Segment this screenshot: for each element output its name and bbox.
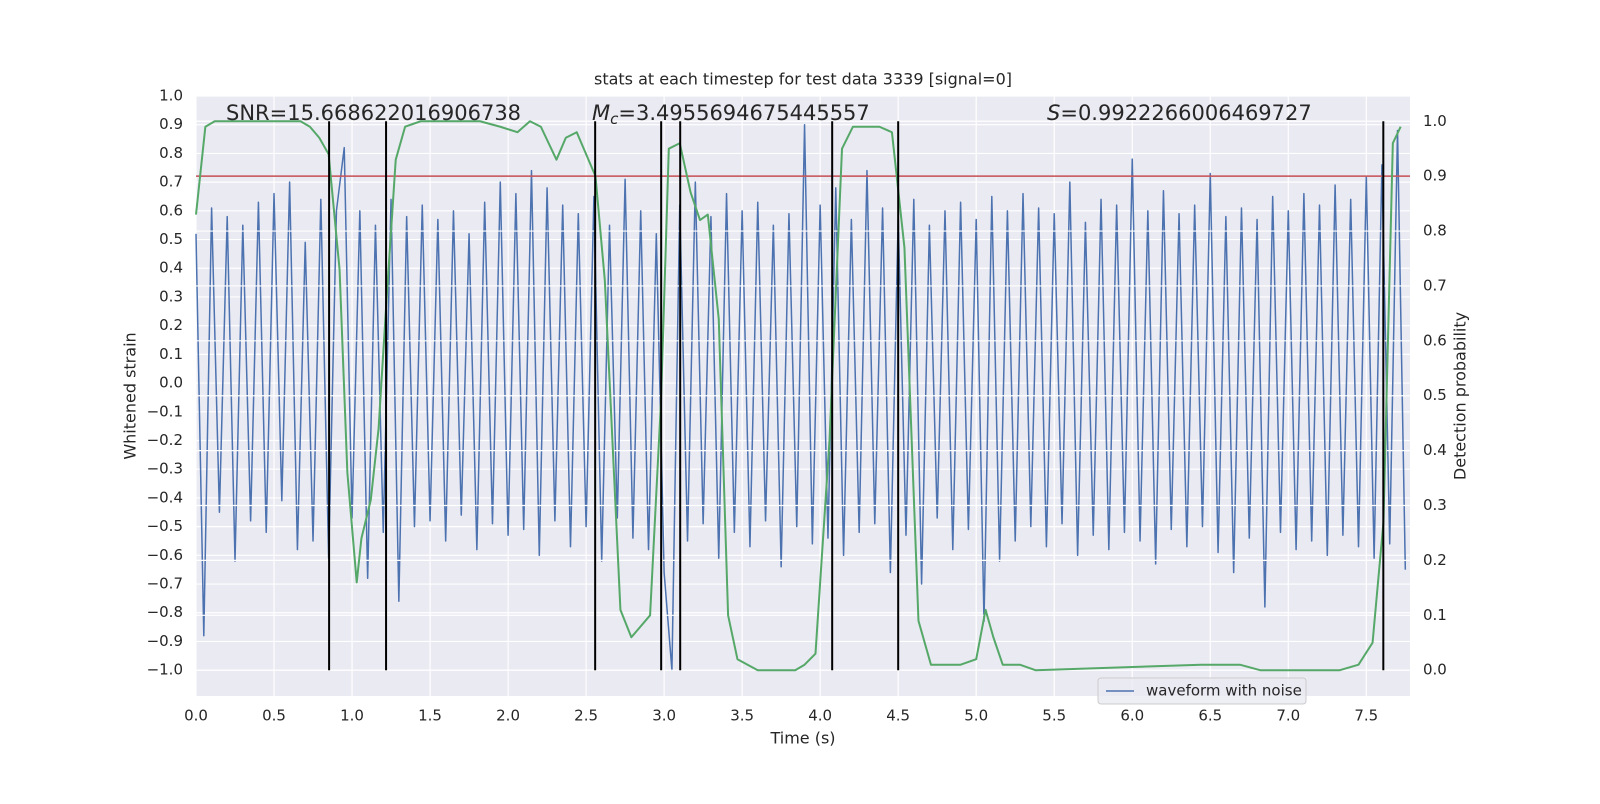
y-tick-label: −0.5 <box>147 517 183 535</box>
x-tick-label: 7.0 <box>1276 707 1300 725</box>
snr-annotation: SNR=15.668622016906738 <box>226 101 521 125</box>
s-annotation: S=0.9922266006469727 <box>1047 101 1312 125</box>
y2-tick-label: 0.6 <box>1423 331 1447 349</box>
y2-tick-label: 0.5 <box>1423 386 1447 404</box>
y-tick-label: 0.0 <box>159 374 183 392</box>
x-tick-label: 5.0 <box>964 707 988 725</box>
x-tick-label: 2.0 <box>496 707 520 725</box>
x-tick-label: 3.5 <box>730 707 754 725</box>
legend: waveform with noise <box>1097 677 1307 705</box>
chart-title: stats at each timestep for test data 333… <box>594 70 1012 89</box>
x-tick-label: 1.5 <box>418 707 442 725</box>
x-tick-label: 0.5 <box>262 707 286 725</box>
s-value: =0.9922266006469727 <box>1060 101 1311 125</box>
y2-axis-label: Detection probability <box>1451 312 1470 480</box>
y-tick-label: −1.0 <box>147 661 183 679</box>
y-tick-label: −0.8 <box>147 603 183 621</box>
x-tick-label: 6.0 <box>1120 707 1144 725</box>
x-tick-label: 1.0 <box>340 707 364 725</box>
mc-annotation: Mc=3.4955694675445557 <box>592 101 870 128</box>
y2-tick-label: 0.8 <box>1423 222 1447 240</box>
over-layer <box>195 120 1410 672</box>
legend-label: waveform with noise <box>1146 682 1302 700</box>
x-tick-label: 3.0 <box>652 707 676 725</box>
y-tick-label: −0.9 <box>147 632 183 650</box>
mc-value: =3.4955694675445557 <box>618 101 869 125</box>
x-tick-label: 6.5 <box>1198 707 1222 725</box>
y-tick-label: −0.4 <box>147 488 183 506</box>
y-tick-label: 1.0 <box>159 87 183 105</box>
y2-tick-label: 0.2 <box>1423 551 1447 569</box>
y-tick-label: −0.1 <box>147 402 183 420</box>
x-tick-label: 4.5 <box>886 707 910 725</box>
y-tick-label: 0.3 <box>159 287 183 305</box>
y2-tick-label: 0.9 <box>1423 167 1447 185</box>
y2-tick-label: 0.1 <box>1423 606 1447 624</box>
y-tick-label: −0.7 <box>147 575 183 593</box>
probability-line <box>195 120 1402 672</box>
x-tick-label: 4.0 <box>808 707 832 725</box>
mc-subscript: c <box>610 110 619 128</box>
y-tick-label: −0.2 <box>147 431 183 449</box>
y-tick-label: 0.4 <box>159 259 183 277</box>
y2-tick-label: 0.7 <box>1423 276 1447 294</box>
waveform-line <box>195 123 1407 671</box>
y-tick-label: 0.7 <box>159 173 183 191</box>
y-tick-label: 0.1 <box>159 345 183 363</box>
y-tick-label: 0.6 <box>159 201 183 219</box>
y2-tick-label: 0.4 <box>1423 441 1447 459</box>
y2-tick-label: 0.3 <box>1423 496 1447 514</box>
x-axis-label: Time (s) <box>769 729 835 748</box>
y-tick-label: 0.8 <box>159 144 183 162</box>
y2-tick-label: 1.0 <box>1423 112 1447 130</box>
y2-tick-label: 0.0 <box>1423 661 1447 679</box>
x-tick-label: 2.5 <box>574 707 598 725</box>
y-tick-label: 0.5 <box>159 230 183 248</box>
x-tick-label: 7.5 <box>1354 707 1378 725</box>
y-tick-label: 0.2 <box>159 316 183 334</box>
y-tick-label: −0.6 <box>147 546 183 564</box>
s-symbol: S <box>1047 101 1060 125</box>
mc-symbol: M <box>592 101 610 125</box>
legend-box <box>1097 677 1307 705</box>
y-tick-label: −0.3 <box>147 460 183 478</box>
y-axis-label: Whitened strain <box>121 332 140 459</box>
x-tick-label: 5.5 <box>1042 707 1066 725</box>
x-tick-label: 0.0 <box>184 707 208 725</box>
y-tick-label: 0.9 <box>159 115 183 133</box>
